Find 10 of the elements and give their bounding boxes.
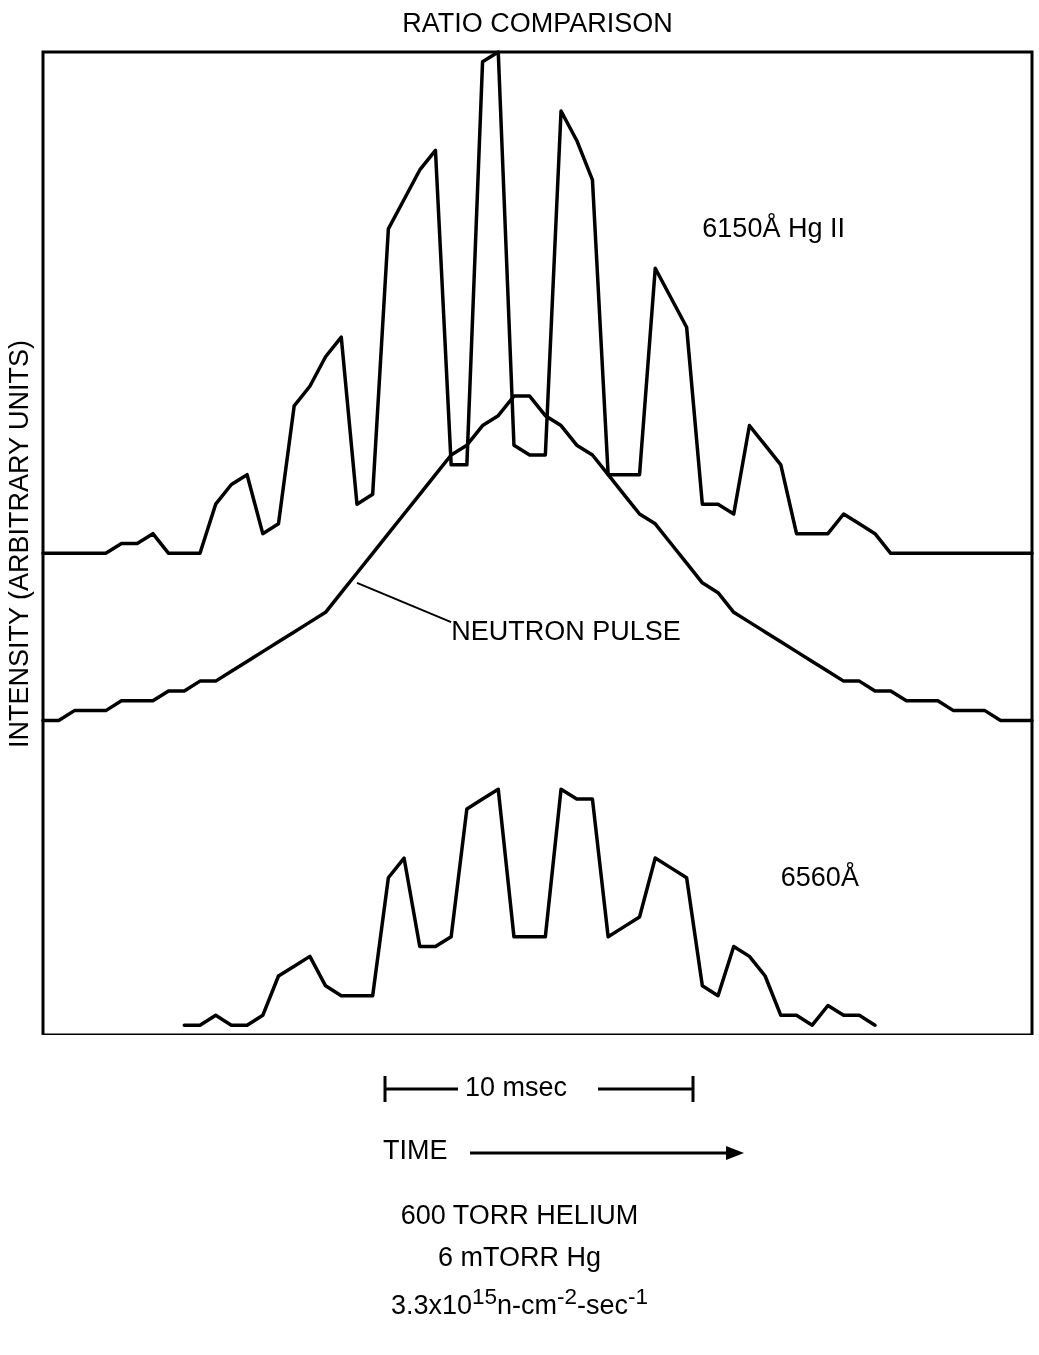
text: 6560Å	[780, 860, 859, 892]
series-label: NEUTRON PULSE	[451, 615, 681, 646]
text: 3.3x10$^{15}$n-cm$^{-2}$-sec$^{-1}$	[389, 1284, 650, 1321]
series-label: 6150Å Hg II	[702, 211, 845, 243]
y-axis-title: INTENSITY (ARBITRARY UNITS)	[3, 339, 34, 749]
chart-title: RATIO COMPARISON	[402, 8, 673, 39]
x-axis-title: TIME	[383, 1135, 448, 1166]
text: 6 mTORR Hg	[437, 1242, 602, 1273]
text: 600 TORR HELIUM	[399, 1200, 640, 1231]
text: 10 msec	[465, 1072, 568, 1103]
